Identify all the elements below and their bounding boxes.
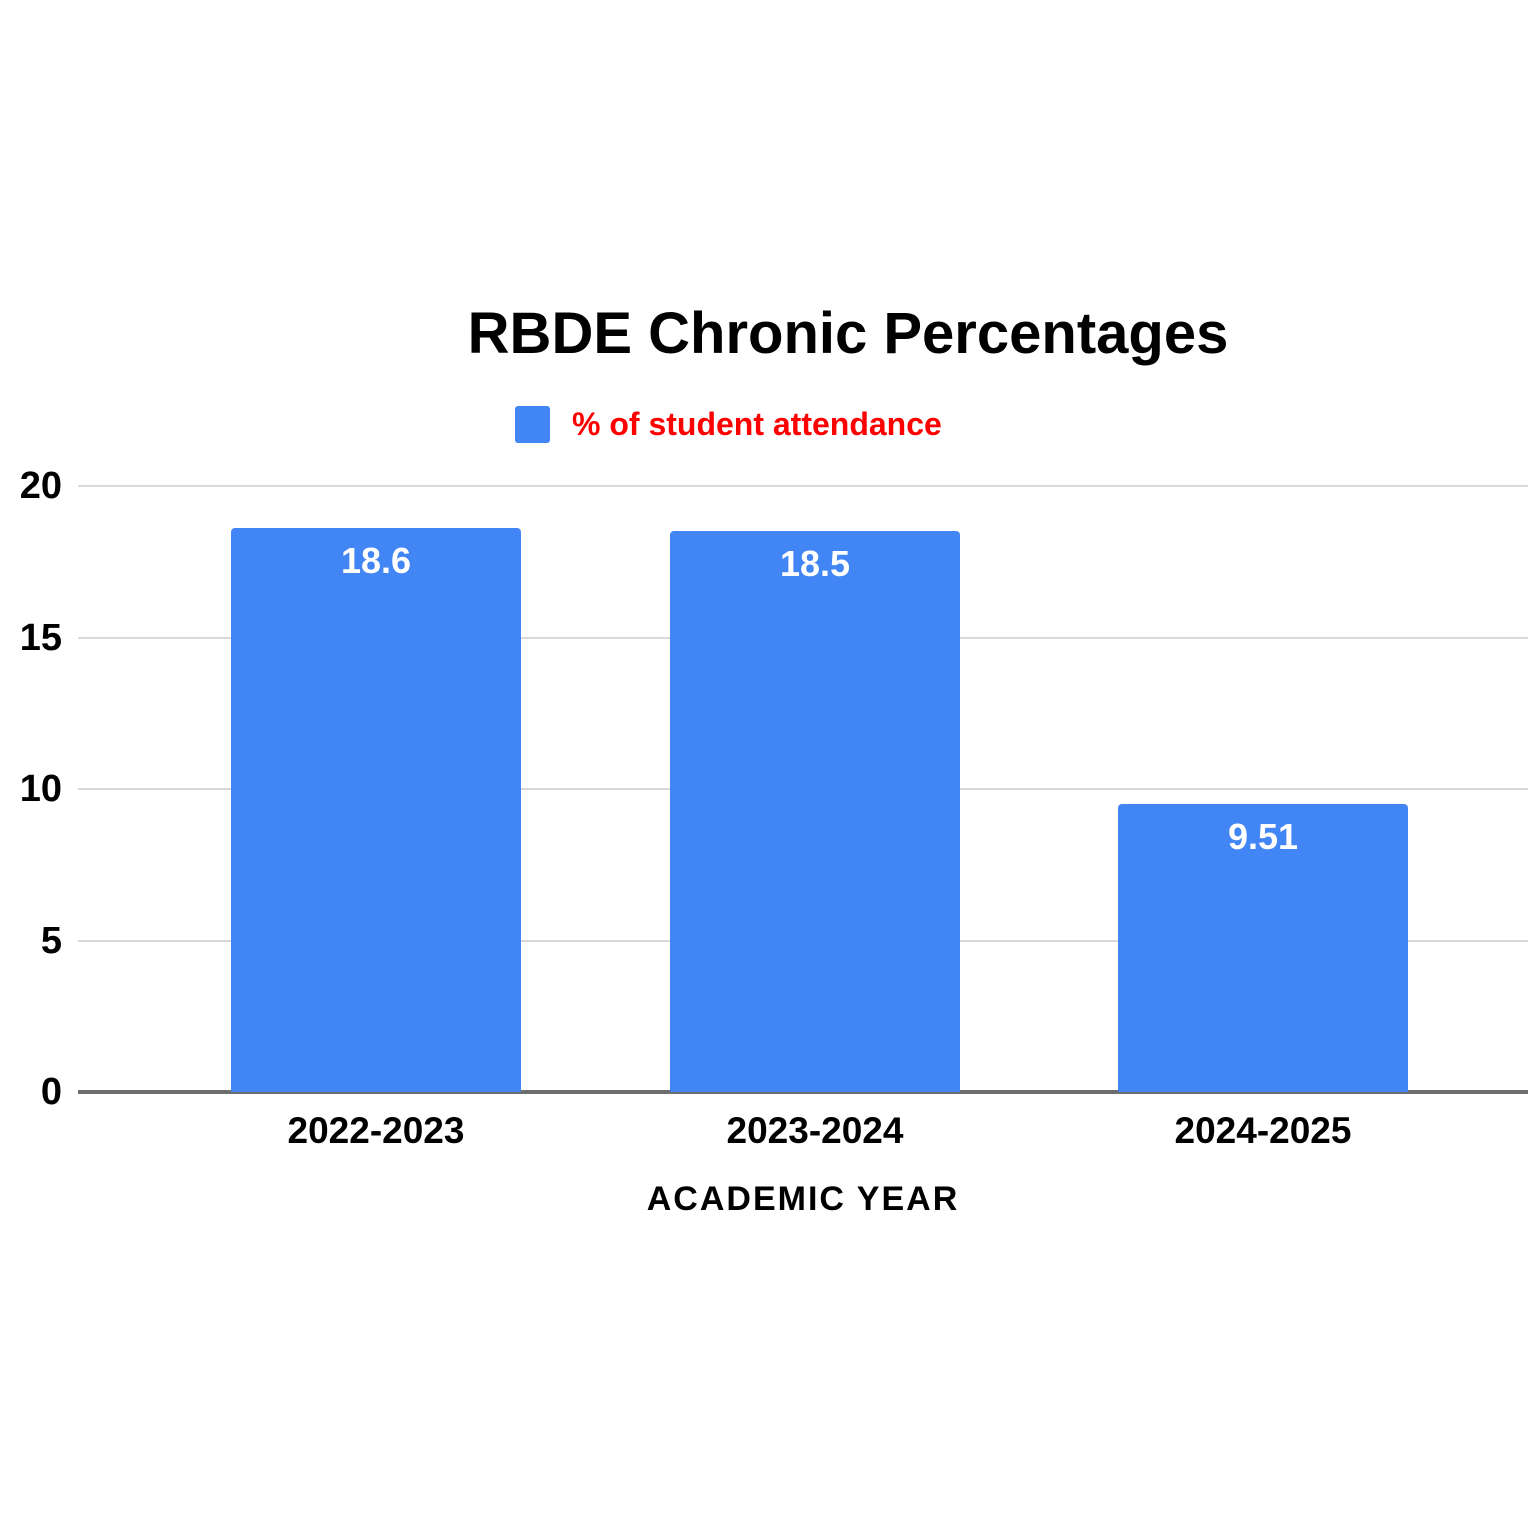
- plot-area: 18.6 18.5 9.51: [78, 485, 1528, 1094]
- bar: 9.51: [1118, 803, 1408, 1092]
- bar-value-label: 9.51: [1227, 815, 1299, 857]
- bar-value-label: 18.5: [779, 543, 851, 585]
- chart-title: RBDE Chronic Percentages: [467, 301, 1229, 366]
- y-axis-labels: 20 15 10 5 0: [0, 465, 62, 1113]
- y-tick-label: 15: [19, 616, 62, 659]
- x-category-label: 2024-2025: [1174, 1110, 1352, 1151]
- legend-label: % of student attendance: [572, 406, 942, 442]
- x-axis-labels: 2022-2023 2023-2024 2024-2025: [78, 1110, 1528, 1160]
- y-tick-label: 0: [40, 1071, 62, 1113]
- y-tick-label: 5: [40, 919, 62, 962]
- x-axis-title: ACADEMIC YEAR: [646, 1180, 960, 1218]
- x-category-label: 2022-2023: [287, 1110, 465, 1151]
- y-tick-label: 20: [19, 465, 62, 507]
- y-tick-label: 10: [19, 768, 62, 810]
- legend-swatch-icon: [515, 405, 550, 443]
- legend: % of student attendance: [515, 404, 942, 444]
- x-axis-line: [78, 1090, 1528, 1094]
- bar: 18.5: [670, 531, 960, 1092]
- gridline: [78, 485, 1528, 487]
- bar: 18.6: [231, 528, 521, 1092]
- bar-value-label: 18.6: [340, 540, 412, 582]
- x-category-label: 2023-2024: [726, 1110, 904, 1151]
